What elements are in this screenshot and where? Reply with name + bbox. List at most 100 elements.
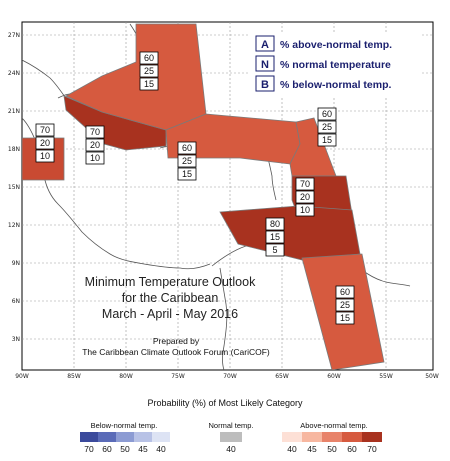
- label-above: 70: [300, 179, 310, 189]
- legend-text: % above-normal temp.: [280, 39, 392, 51]
- swatch-value: 45: [307, 444, 317, 454]
- label-normal: 20: [40, 138, 50, 148]
- legend-text: % below-normal temp.: [280, 79, 392, 91]
- label-normal: 20: [90, 140, 100, 150]
- label-normal: 25: [182, 156, 192, 166]
- swatch-above-45: [302, 432, 322, 442]
- swatch-above-50: [322, 432, 342, 442]
- lon-tick: 75W: [171, 373, 185, 380]
- lat-tick: 15N: [8, 184, 20, 191]
- colorbar-title: Probability (%) of Most Likely Category: [147, 398, 303, 408]
- lon-tick: 55W: [379, 373, 393, 380]
- map-title: Minimum Temperature Outlook for the Cari…: [82, 275, 270, 357]
- probability-colorbar: Probability (%) of Most Likely Category …: [80, 398, 382, 454]
- label-normal: 20: [300, 192, 310, 202]
- legend-row-normal: N % normal temperature: [255, 55, 391, 72]
- label-belize-central-america: 70 20 10: [35, 123, 55, 163]
- label-normal: 25: [144, 66, 154, 76]
- title-line-3: March - April - May 2016: [102, 307, 238, 321]
- colorbar-below-label: Below-normal temp.: [91, 421, 158, 430]
- label-above: 70: [40, 125, 50, 135]
- swatch-value: 40: [287, 444, 297, 454]
- swatch-below-70: [80, 432, 98, 442]
- legend-text: % normal temperature: [280, 59, 391, 71]
- lon-tick: 60W: [327, 373, 341, 380]
- lon-tick: 90W: [15, 373, 29, 380]
- label-western-caribbean: 70 20 10: [85, 125, 105, 165]
- longitude-ticks: 90W 85W 80W 75W 70W 65W 60W 55W 50W: [15, 373, 439, 380]
- label-above: 60: [144, 53, 154, 63]
- title-line-1: Minimum Temperature Outlook: [85, 275, 256, 289]
- swatch-value: 40: [156, 444, 166, 454]
- lon-tick: 80W: [119, 373, 133, 380]
- legend-key: A: [261, 39, 269, 51]
- lon-tick: 65W: [275, 373, 289, 380]
- lat-tick: 3N: [12, 336, 20, 343]
- lat-tick: 9N: [12, 260, 20, 267]
- credit-line-1: Prepared by: [153, 336, 200, 346]
- lat-tick: 27N: [8, 32, 20, 39]
- region-bahamas-cuba: [65, 23, 207, 131]
- label-northern-lesser-antilles: 60 25 15: [317, 107, 337, 147]
- label-below: 10: [300, 205, 310, 215]
- legend-key: N: [261, 59, 269, 71]
- legend-key: B: [261, 79, 269, 91]
- swatch-value: 45: [138, 444, 148, 454]
- lat-tick: 24N: [8, 70, 20, 77]
- swatch-above-40: [282, 432, 302, 442]
- normal-swatches: 40: [220, 432, 242, 454]
- latitude-ticks: 27N 24N 21N 18N 15N 12N 9N 6N 3N: [8, 32, 20, 343]
- label-above: 80: [270, 219, 280, 229]
- map-legend: A % above-normal temp. N % normal temper…: [250, 34, 420, 96]
- colorbar-above-label: Above-normal temp.: [300, 421, 368, 430]
- lat-tick: 6N: [12, 298, 20, 305]
- label-above: 60: [182, 143, 192, 153]
- swatch-value: 60: [347, 444, 357, 454]
- label-normal: 25: [340, 300, 350, 310]
- lon-tick: 85W: [67, 373, 81, 380]
- swatch-above-70: [362, 432, 382, 442]
- label-above: 60: [340, 287, 350, 297]
- colorbar-normal-label: Normal temp.: [208, 421, 253, 430]
- swatch-value: 70: [367, 444, 377, 454]
- map-area: [22, 22, 433, 370]
- label-normal: 25: [322, 122, 332, 132]
- label-below: 15: [182, 169, 192, 179]
- label-below: 10: [40, 151, 50, 161]
- label-above: 70: [90, 127, 100, 137]
- label-southern-caribbean: 80 15 5: [265, 217, 285, 257]
- swatch-value: 60: [102, 444, 112, 454]
- swatch-below-60: [98, 432, 116, 442]
- swatch-above-60: [342, 432, 362, 442]
- label-guianas: 60 25 15: [335, 285, 355, 325]
- swatch-value: 50: [120, 444, 130, 454]
- below-normal-swatches: 70 60 50 45 40: [80, 432, 170, 454]
- legend-row-above: A % above-normal temp.: [255, 35, 392, 52]
- credit-line-2: The Caribbean Climate Outlook Forum (Car…: [82, 347, 270, 357]
- lon-tick: 50W: [425, 373, 439, 380]
- label-above: 60: [322, 109, 332, 119]
- label-below: 15: [340, 313, 350, 323]
- legend-row-below: B % below-normal temp.: [255, 75, 392, 92]
- swatch-normal-40: [220, 432, 242, 442]
- region-labels: 70 20 10 70 20 10 60 25 15 60 25: [35, 51, 355, 325]
- outlook-regions: [22, 23, 385, 370]
- label-bahamas-cuba: 60 25 15: [139, 51, 159, 91]
- label-eastern-caribbean: 70 20 10: [295, 177, 315, 217]
- above-normal-swatches: 40 45 50 60 70: [282, 432, 382, 454]
- lat-tick: 18N: [8, 146, 20, 153]
- swatch-below-40: [152, 432, 170, 442]
- title-line-2: for the Caribbean: [122, 291, 219, 305]
- swatch-value: 40: [226, 444, 236, 454]
- label-below: 10: [90, 153, 100, 163]
- swatch-below-50: [116, 432, 134, 442]
- lat-tick: 21N: [8, 108, 20, 115]
- label-below: 15: [322, 135, 332, 145]
- label-greater-antilles: 60 25 15: [177, 141, 197, 181]
- swatch-below-45: [134, 432, 152, 442]
- lon-tick: 70W: [223, 373, 237, 380]
- swatch-value: 70: [84, 444, 94, 454]
- label-below: 15: [144, 79, 154, 89]
